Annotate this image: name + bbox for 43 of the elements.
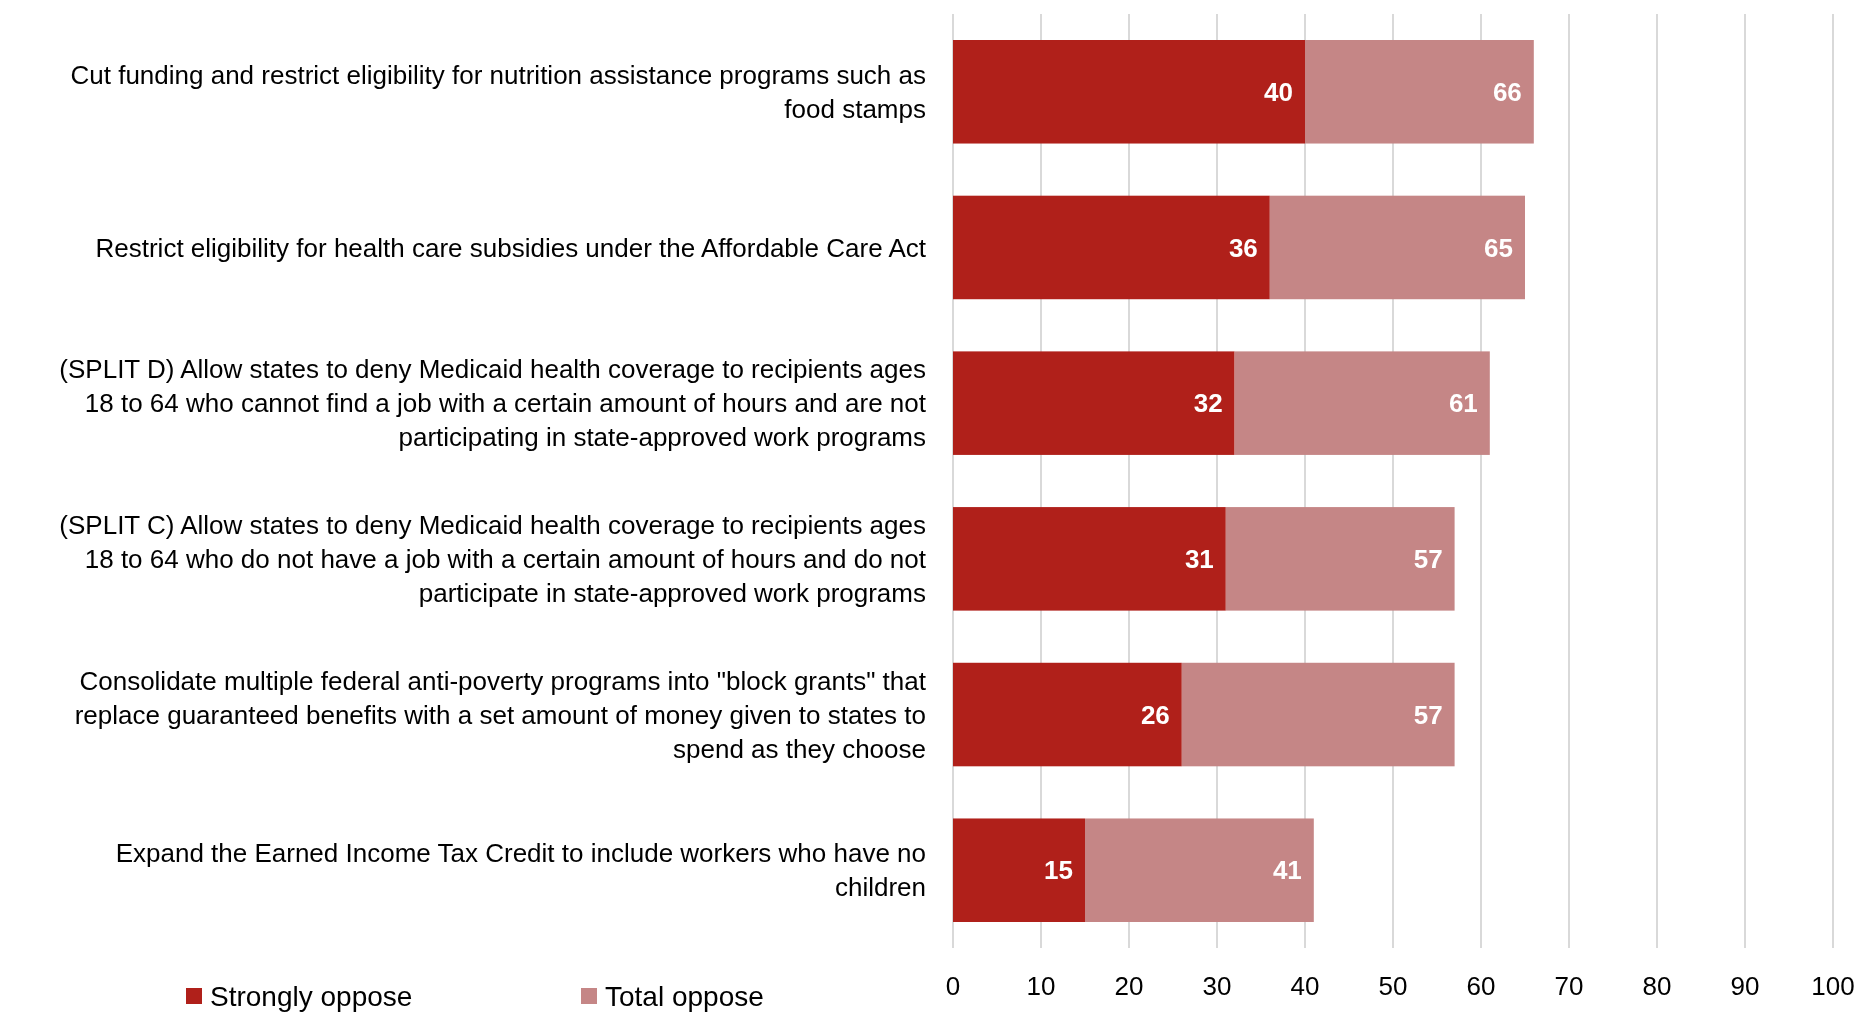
- data-label: 40: [1264, 76, 1293, 107]
- x-tick-label: 50: [1378, 971, 1408, 1002]
- bar: [953, 351, 1235, 455]
- data-label: 26: [1140, 699, 1170, 730]
- bar: [1225, 507, 1455, 611]
- total-label: 57: [1413, 543, 1443, 574]
- legend-label: Strongly oppose: [210, 980, 413, 1012]
- x-tick-label: 20: [1114, 971, 1144, 1002]
- y-tick-label: Consolidate multiple federal anti-poverty programs into "block grants" that replace guaranteed benefits with a set amount of money given to states to spend as they choose: [74, 665, 927, 764]
- bar: [953, 818, 1085, 922]
- data-label: 32: [1193, 388, 1223, 419]
- total-label: 65: [1484, 232, 1513, 263]
- bar: [953, 662, 1182, 767]
- y-tick-label: Restrict eligibility for health care subsidies under the Affordable Care Act: [95, 232, 927, 263]
- x-tick-label: 80: [1642, 971, 1672, 1002]
- x-tick-label: 0: [945, 971, 961, 1002]
- x-tick-label: 10: [1026, 971, 1056, 1002]
- y-tick-label: Expand the Earned Income Tax Credit to include workers who have no children: [115, 838, 926, 903]
- data-label: 31: [1184, 543, 1214, 574]
- y-tick-label: (SPLIT C) Allow states to deny Medicaid health coverage to recipients ages 18 to 64 who do not have a job with a certain amount of hours and do not participate in state-approved work programs: [59, 509, 927, 608]
- bar: [1234, 351, 1490, 455]
- bar: [953, 40, 1305, 144]
- x-tick-label: 40: [1290, 971, 1320, 1002]
- total-label: 61: [1448, 388, 1478, 419]
- total-label: 41: [1272, 855, 1302, 886]
- bar: [1181, 662, 1455, 767]
- bar: [1269, 195, 1525, 300]
- bar: [953, 507, 1226, 611]
- data-label: 36: [1228, 232, 1258, 263]
- x-tick-label: 60: [1466, 971, 1496, 1002]
- x-tick-label: 70: [1554, 971, 1584, 1002]
- x-tick-label: 90: [1730, 971, 1760, 1002]
- y-tick-label: (SPLIT D) Allow states to deny Medicaid health coverage to recipients ages 18 to 64 who cannot find a job with a certain amount of hours and are not participating in state-approved work programs: [59, 354, 927, 453]
- bar: [1085, 818, 1314, 922]
- bar: [1305, 40, 1534, 144]
- y-tick-label: Cut funding and restrict eligibility for nutrition assistance programs such as food stamps: [70, 59, 926, 124]
- data-label: 15: [1044, 855, 1073, 886]
- x-tick-label: 100: [1811, 971, 1855, 1002]
- bar: [953, 195, 1270, 300]
- total-label: 57: [1413, 699, 1443, 730]
- total-label: 66: [1492, 76, 1522, 107]
- x-tick-label: 30: [1202, 971, 1232, 1002]
- legend-label: Total oppose: [605, 980, 764, 1012]
